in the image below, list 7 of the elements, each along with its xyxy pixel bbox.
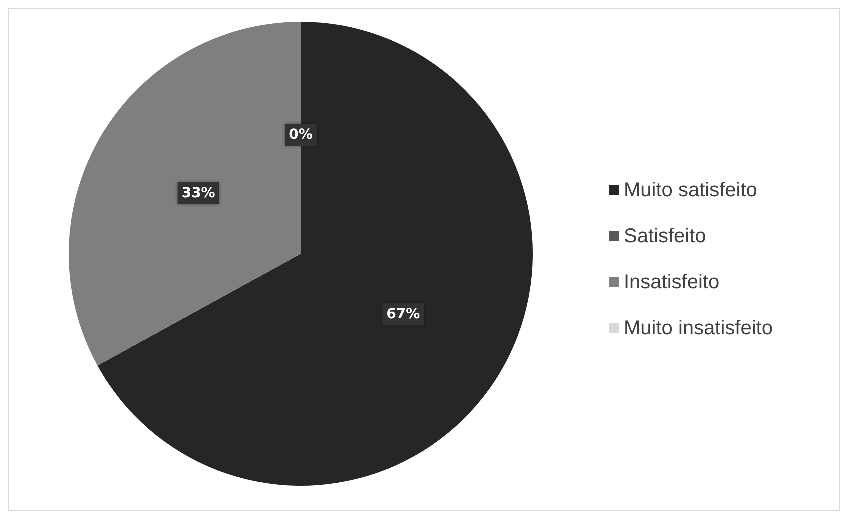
text: 0% <box>289 127 313 143</box>
legend-label: Muito satisfeito <box>624 180 758 202</box>
data-label: 67% <box>386 306 420 323</box>
legend-label: Insatisfeito <box>624 272 720 294</box>
data-label: 33% <box>182 185 216 202</box>
legend-label: Satisfeito <box>624 226 706 248</box>
legend-label: Muito insatisfeito <box>624 318 773 340</box>
